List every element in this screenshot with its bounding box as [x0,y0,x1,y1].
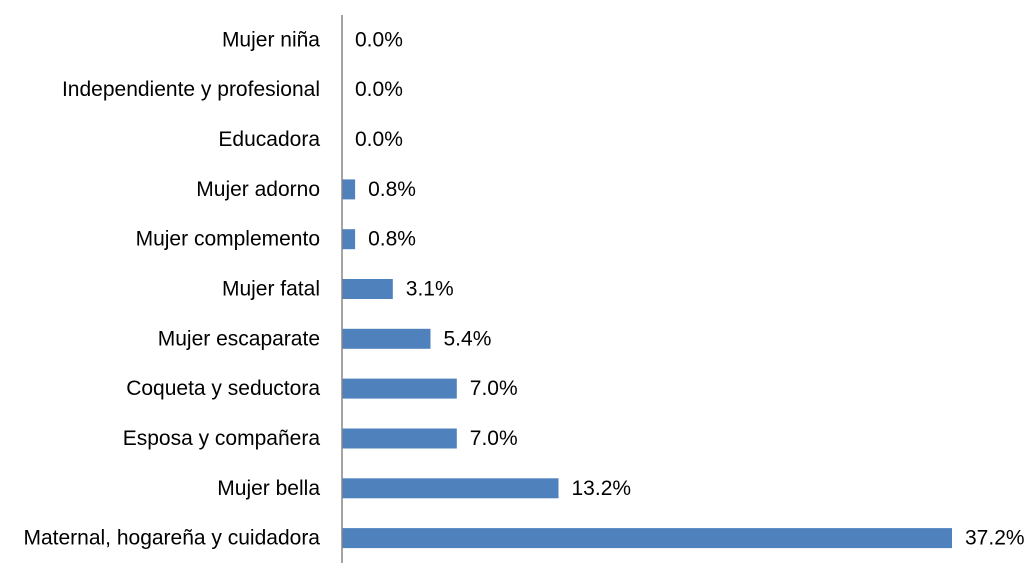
category-label-8: Coqueta y seductora [126,377,320,400]
value-label-5: 0.8% [368,228,416,251]
bar-10 [342,478,559,499]
value-label-10: 13.2% [572,477,632,500]
bar-11 [342,528,952,549]
category-label-4: Mujer adorno [196,178,320,201]
category-label-9: Esposa y compañera [123,427,321,450]
bars-group [342,179,952,549]
value-label-11: 37.2% [965,527,1024,550]
value-label-8: 7.0% [470,377,518,400]
value-label-4: 0.8% [368,178,416,201]
value-label-9: 7.0% [470,427,518,450]
category-label-11: Maternal, hogareña y cuidadora [23,527,320,550]
category-label-6: Mujer fatal [222,278,320,301]
value-label-6: 3.1% [406,278,454,301]
bar-8 [342,378,457,399]
value-label-2: 0.0% [355,78,403,101]
bar-7 [342,328,431,349]
category-label-3: Educadora [218,128,320,151]
bar-5 [342,229,356,250]
bar-9 [342,428,457,449]
bar-4 [342,179,356,200]
value-label-3: 0.0% [355,128,403,151]
value-label-7: 5.4% [444,327,492,350]
category-label-5: Mujer complemento [136,228,320,251]
category-label-10: Mujer bella [217,477,320,500]
category-labels-group: Mujer niña Independiente y profesional Edu… [23,28,320,549]
value-label-1: 0.0% [355,28,403,51]
value-labels-group: 0.0% 0.0% 0.0% 0.8% 0.8% 3.1% 5.4% 7.0% 7.0% 13.2… [355,28,1024,549]
category-label-2: Independiente y profesional [62,78,320,101]
category-label-1: Mujer niña [222,28,320,51]
category-label-7: Mujer escaparate [158,327,320,350]
bar-6 [342,279,393,299]
